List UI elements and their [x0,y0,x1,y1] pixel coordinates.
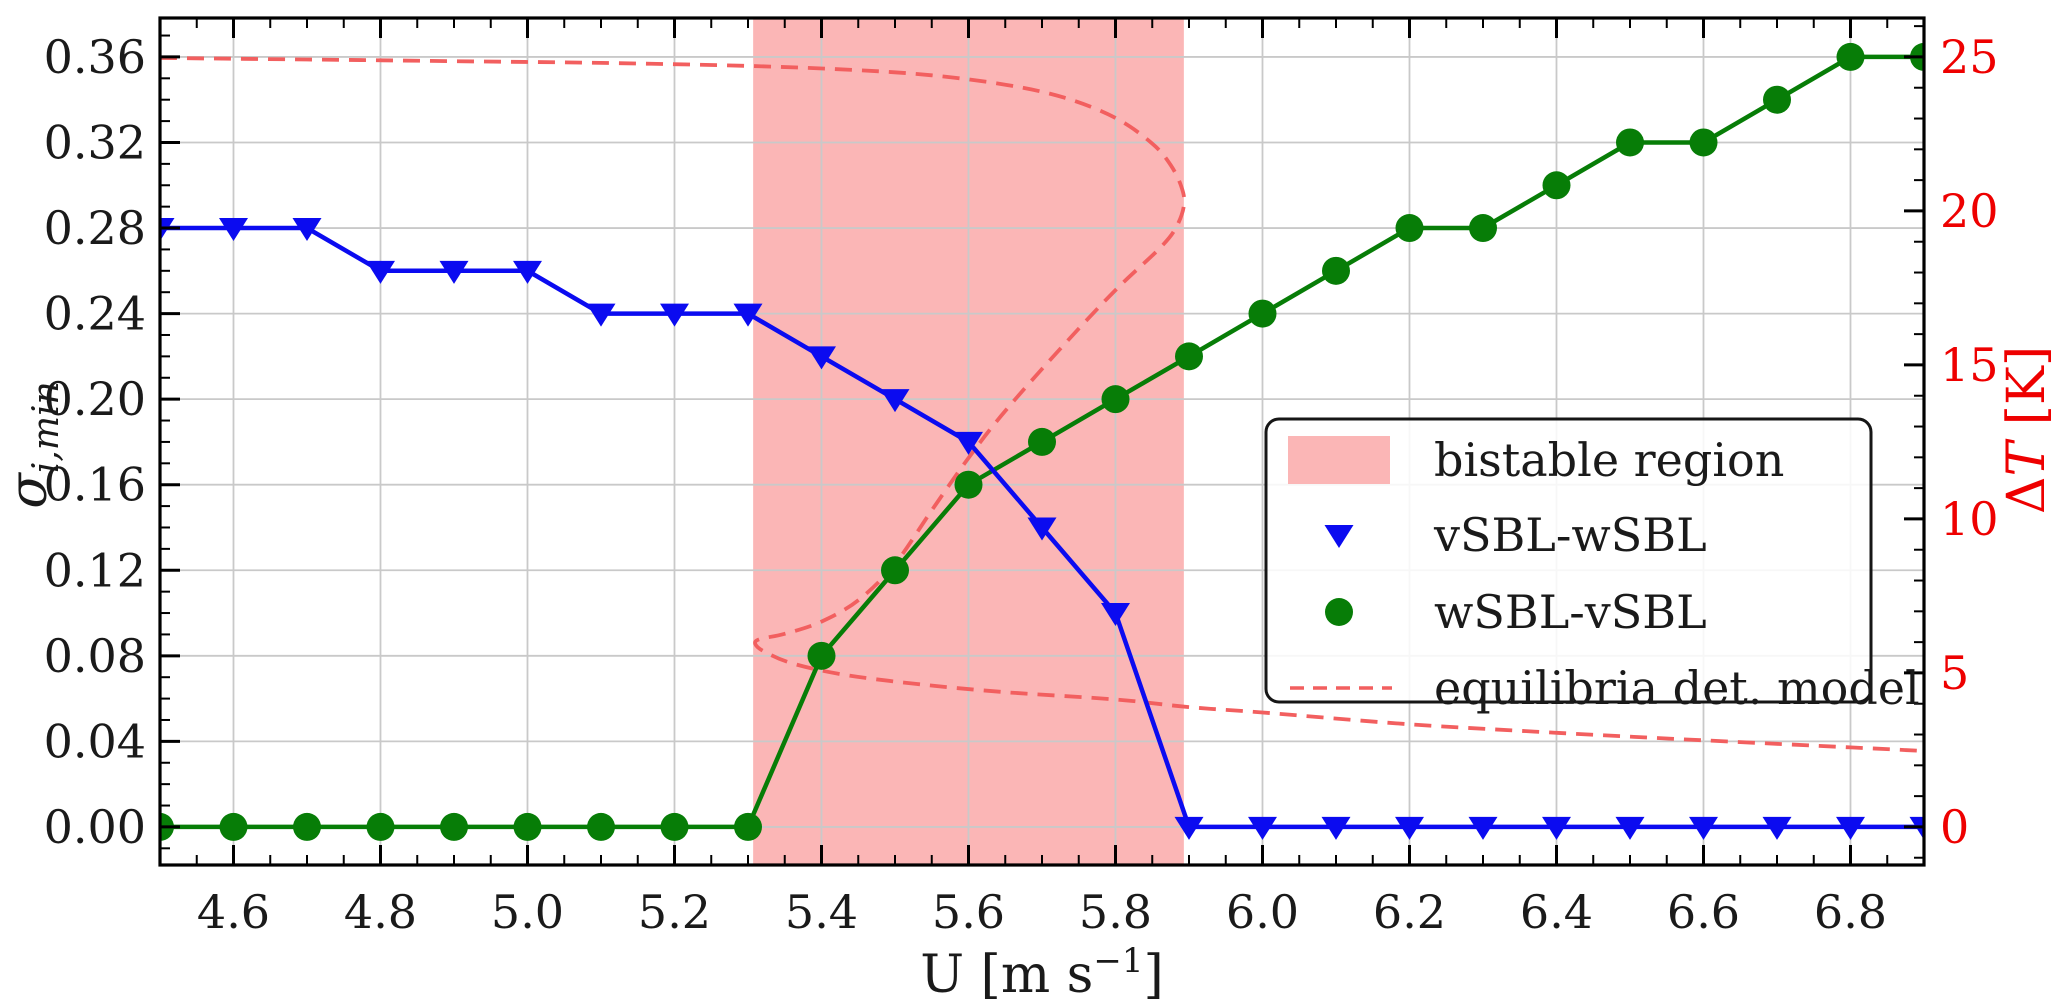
vsbl-wsbl-marker [1762,816,1792,840]
wsbl-vsbl-markers [160,42,1924,841]
vsbl-wsbl-marker [1836,816,1865,840]
vsbl-wsbl-marker [219,218,248,242]
wsbl-vsbl-marker [807,641,836,670]
wsbl-vsbl-marker [954,470,983,499]
wsbl-vsbl-marker [1028,427,1056,456]
x-tick-label: 5.8 [1079,885,1152,939]
wsbl-vsbl-marker [1175,342,1203,371]
wsbl-vsbl-marker [1469,214,1497,243]
legend-label: bistable region [1434,433,1784,487]
vsbl-wsbl-marker [733,303,763,327]
vsbl-wsbl-marker [1027,517,1057,541]
vsbl-wsbl-marker [1321,816,1351,840]
x-tick-label: 6.6 [1667,885,1740,939]
y-left-tick-label: 0.20 [44,372,146,426]
y-left-tick-label: 0.04 [44,714,146,768]
legend-label: vSBL-wSBL [1433,508,1707,562]
x-tick-label: 4.6 [197,885,270,939]
y-right-tick-label: 20 [1940,184,1999,238]
tick-marks [159,18,1925,865]
vsbl-wsbl-marker [1395,816,1424,840]
y-right-tick-label: 15 [1940,338,1999,392]
wsbl-vsbl-marker [1101,385,1130,414]
x-tick-label: 6.8 [1814,885,1887,939]
left-y-axis-label: σi,min [0,381,67,508]
y-left-tick-label: 0.16 [44,458,146,512]
wsbl-vsbl-marker [1542,171,1571,200]
vsbl-wsbl-marker [439,260,469,284]
x-tick-label: 6.4 [1520,885,1593,939]
y-right-tick-label: 5 [1940,646,1969,700]
legend-swatch-triangle-icon [1324,525,1354,548]
legend-label: equilibria det. model [1434,661,1920,715]
legend-label: wSBL-vSBL [1434,585,1707,639]
wsbl-vsbl-marker [734,812,762,841]
y-left-tick-label: 0.00 [44,800,146,854]
wsbl-vsbl-marker [1322,256,1350,285]
wsbl-vsbl-marker [513,812,542,841]
y-right-tick-label: 25 [1940,30,1999,84]
vsbl-wsbl-marker [160,218,175,242]
y-left-tick-label: 0.12 [44,543,146,597]
wsbl-vsbl-marker [1395,214,1424,243]
x-axis-label: U [m s−1] [920,941,1164,1005]
y-right-tick-label: 10 [1940,492,1999,546]
equilibria-curve [160,56,1924,753]
wsbl-vsbl-marker [881,556,909,585]
x-tick-label: 6.2 [1373,885,1446,939]
vsbl-wsbl-marker [1248,816,1277,840]
y-left-tick-label: 0.08 [44,629,146,683]
wsbl-vsbl-marker [440,812,468,841]
wsbl-vsbl-marker [587,812,615,841]
vsbl-wsbl-marker [1689,816,1718,840]
wsbl-vsbl-marker [1763,85,1791,114]
vsbl-wsbl-marker [1468,816,1498,840]
vsbl-wsbl-marker [660,303,689,327]
x-tick-label: 5.4 [785,885,858,939]
wsbl-vsbl-marker [660,812,689,841]
wsbl-vsbl-marker [1836,42,1865,71]
x-tick-label: 5.6 [932,885,1005,939]
legend-swatch-circle-icon [1325,598,1353,626]
vsbl-wsbl-marker [366,260,395,284]
vsbl-wsbl-marker [954,431,983,455]
wsbl-vsbl-marker [1248,299,1277,328]
x-tick-label: 5.2 [638,885,711,939]
wsbl-vsbl-marker [1616,128,1644,157]
vsbl-wsbl-marker [880,389,910,413]
vsbl-wsbl-marker [292,218,322,242]
wsbl-vsbl-marker [1689,128,1718,157]
right-y-axis-label: ΔT [K] [1997,346,2057,514]
wsbl-vsbl-marker [366,812,395,841]
vsbl-wsbl-marker [1101,603,1130,627]
x-tick-label: 6.0 [1226,885,1299,939]
vsbl-wsbl-marker [1909,816,1924,840]
legend: bistable region vSBL-wSBL wSBL-vSBL equilib… [1264,417,1920,715]
wsbl-vsbl-marker [293,812,321,841]
legend-box [1264,417,1873,704]
vsbl-wsbl-marker [1542,816,1571,840]
y-left-tick-label: 0.24 [44,287,146,341]
y-left-tick-label: 0.36 [44,30,146,84]
x-tick-label: 4.8 [344,885,417,939]
legend-swatch-bistable-region [1288,436,1390,484]
x-tick-label: 5.0 [491,885,564,939]
vsbl-wsbl-marker [513,260,542,284]
y-right-tick-label: 0 [1940,800,1969,854]
vsbl-wsbl-marker [586,303,616,327]
vsbl-wsbl-marker [1174,816,1204,840]
vsbl-wsbl-marker [807,346,836,370]
y-left-tick-label: 0.32 [44,115,146,169]
y-left-tick-label: 0.28 [44,201,146,255]
vsbl-wsbl-markers [160,218,1924,840]
wsbl-vsbl-marker [219,812,248,841]
vsbl-wsbl-marker [1615,816,1645,840]
